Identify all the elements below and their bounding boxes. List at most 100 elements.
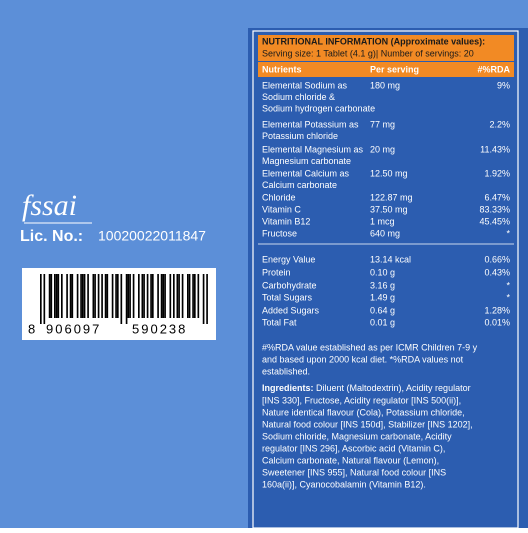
bar (138, 274, 140, 318)
nutrient-name: Calcium carbonate (262, 180, 337, 190)
column-header-box (258, 62, 514, 77)
bar (104, 274, 107, 318)
amount: 13.14 kcal (370, 254, 411, 264)
amount: 122.87 mg (370, 192, 413, 202)
rda: 1.28% (484, 305, 510, 315)
bar (57, 274, 60, 318)
bar (76, 274, 79, 318)
amount: 20 mg (370, 144, 395, 154)
rda: 45.45% (479, 216, 510, 226)
bar (83, 274, 86, 318)
ingredients-text: Sodium chloride, Magnesium carbonate, Ac… (262, 431, 452, 441)
column-header: Nutrients (262, 64, 302, 74)
bar (125, 274, 128, 324)
amount: 1 mcg (370, 216, 395, 226)
bar (202, 274, 205, 324)
bar (141, 274, 144, 318)
ingredients-label: Ingredients: (262, 383, 314, 393)
bar (197, 274, 200, 318)
bar (101, 274, 103, 318)
ingredients-text: Natural food colour [INS 150d], Stabiliz… (262, 419, 473, 429)
rda: 0.01% (484, 317, 510, 327)
bar (132, 274, 135, 318)
bar (150, 274, 152, 318)
nutrient-name: Total Sugars (262, 292, 313, 302)
nutrient-name: Vitamin B12 (262, 216, 310, 226)
barcode-bars (40, 274, 208, 324)
ingredients-text: Calcium carbonate, Natural flavour (Lemo… (262, 455, 439, 465)
barcode-digit: 906097 (46, 321, 101, 336)
nutrient-name: Potassium chloride (262, 131, 338, 141)
nutrient-name: Chloride (262, 192, 296, 202)
bar (192, 274, 194, 318)
bar (117, 274, 119, 318)
bar (143, 274, 145, 318)
amount: 3.16 g (370, 280, 395, 290)
bar (69, 274, 72, 318)
bar (40, 274, 42, 324)
nutrient-name: Total Fat (262, 317, 297, 327)
rda: 83.33% (479, 204, 510, 214)
bar (178, 274, 180, 318)
bar (127, 274, 130, 318)
bar (206, 274, 208, 324)
barcode-digit: 590238 (132, 321, 187, 336)
rda: 2.2% (489, 119, 510, 129)
nutrient-name: Sodium chloride & (262, 92, 335, 102)
license-number: 10020022011847 (98, 228, 206, 244)
nutrient-name: Energy Value (262, 254, 315, 264)
ingredients-text: regulator [INS 296], Ascorbic acid (Vita… (262, 443, 445, 453)
footnote: #%RDA value established as per ICMR Chil… (262, 342, 478, 352)
bar (80, 274, 82, 318)
ingredients-text: Sweetener [INS 955], Natural food colour… (262, 467, 446, 477)
bar (97, 274, 100, 318)
bar (173, 274, 175, 318)
bar (54, 274, 56, 318)
bar (187, 274, 189, 318)
nutrient-name: Elemental Potassium as (262, 119, 359, 129)
bar (66, 274, 68, 318)
bar (188, 274, 191, 318)
footnote: established. (262, 366, 310, 376)
nutrient-name: Elemental Sodium as (262, 80, 348, 90)
bar (194, 274, 196, 318)
bar (160, 274, 163, 318)
rda: 1.92% (484, 168, 510, 178)
nutrient-name: Carbohydrate (262, 280, 317, 290)
amount: 12.50 mg (370, 168, 408, 178)
rda: 11.43% (480, 144, 510, 154)
amount: 37.50 mg (370, 204, 408, 214)
bar (169, 274, 172, 318)
bar (50, 274, 53, 318)
nutrient-name: Added Sugars (262, 305, 320, 315)
column-header: #%RDA (477, 64, 510, 74)
bar (146, 274, 149, 318)
rda: * (506, 228, 510, 238)
nutrient-name: Protein (262, 267, 291, 277)
rda: 9% (497, 80, 510, 90)
bar (92, 274, 95, 318)
amount: 0.10 g (370, 267, 395, 277)
ingredients-text: Diluent (Maltodextrin), Acidity regulato… (314, 383, 471, 393)
footnote: and based upon 2000 kcal diet. *%RDA val… (262, 354, 464, 364)
bar (48, 274, 51, 318)
ingredients-text: Nature identical flavour (Cola), Potassi… (262, 407, 465, 417)
amount: 0.64 g (370, 305, 395, 315)
amount: 77 mg (370, 119, 395, 129)
bar (87, 274, 89, 318)
nutrient-name: Elemental Magnesium as (262, 144, 364, 154)
bar (162, 274, 165, 318)
amount: 1.49 g (370, 292, 395, 302)
bar (111, 274, 114, 318)
panel-title: NUTRITIONAL INFORMATION (Approximate val… (262, 36, 485, 46)
nutrient-name: Fructose (262, 228, 297, 238)
bar (106, 274, 109, 318)
bar (157, 274, 159, 318)
bar (61, 274, 63, 318)
nutrient-name: Vitamin C (262, 204, 301, 214)
nutrient-name: Elemental Calcium as (262, 168, 350, 178)
rda: 6.47% (484, 192, 510, 202)
nutrient-name: Magnesium carbonate (262, 156, 351, 166)
ingredients: Ingredients: Diluent (Maltodextrin), Aci… (262, 383, 471, 393)
